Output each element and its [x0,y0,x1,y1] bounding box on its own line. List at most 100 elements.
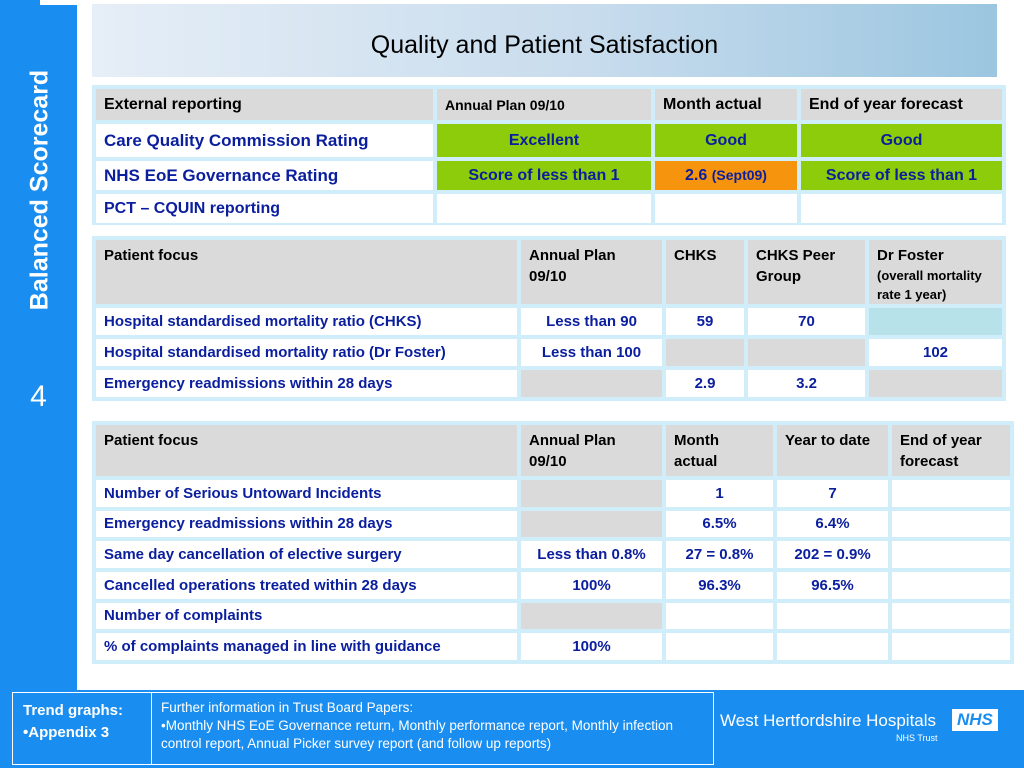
table-row: Number of Serious Untoward Incidents 1 7 [96,480,1010,507]
value-cell: 59 [666,308,744,335]
nhs-badge: NHS [952,709,998,731]
column-header: Patient focus [96,240,517,304]
row-label: Hospital standardised mortality ratio (D… [96,339,517,366]
trust-logo: West Hertfordshire Hospitals NHS NHS Tru… [718,707,1008,747]
value-cell: 100% [521,633,662,660]
column-header: Patient focus [96,425,517,476]
column-header: Year to date [777,425,888,476]
trust-subtitle: NHS Trust [896,733,938,743]
page-number: 4 [30,380,47,413]
further-info-title: Further information in Trust Board Paper… [161,700,414,715]
trend-graphs-title: Trend graphs: [23,702,124,719]
row-label: Hospital standardised mortality ratio (C… [96,308,517,335]
row-label: Same day cancellation of elective surger… [96,541,517,568]
table-row: Care Quality Commission Rating Excellent… [96,124,1002,157]
value-cell: 6.5% [666,510,773,538]
value-cell [748,339,865,366]
column-header: External reporting [96,89,433,120]
status-cell: Score of less than 1 [437,161,651,190]
table-row: Emergency readmissions within 28 days 6.… [96,510,1010,538]
value-cell: 100% [521,571,662,599]
table-header-row: Patient focus Annual Plan 09/10 CHKS CHK… [96,240,1002,304]
column-header: CHKS [666,240,744,304]
table-row: % of complaints managed in line with gui… [96,633,1010,660]
page-title: Quality and Patient Satisfaction [370,31,719,59]
row-label: Number of complaints [96,602,517,630]
status-cell: Score of less than 1 [801,161,1002,190]
value-cell [892,541,1010,568]
mortality-table: Patient focus Annual Plan 09/10 CHKS CHK… [92,236,1006,401]
value-cell [521,510,662,538]
value-cell: 6.4% [777,510,888,538]
value-cell [892,633,1010,660]
value-cell [666,602,773,630]
column-header: Month actual [655,89,797,120]
value-cell: 3.2 [748,370,865,397]
value-cell [892,602,1010,630]
status-cell: Excellent [437,124,651,157]
value-cell: Less than 0.8% [521,541,662,568]
trend-graphs-box: Trend graphs: •Appendix 3 [12,692,152,765]
footer: Trend graphs: •Appendix 3 Further inform… [0,690,1024,768]
value-cell: Less than 100 [521,339,662,366]
table-header-row: Patient focus Annual Plan 09/10 Month ac… [96,425,1010,476]
column-header: Annual Plan 09/10 [521,425,662,476]
title-banner: Quality and Patient Satisfaction [92,4,997,77]
table-row: Emergency readmissions within 28 days 2.… [96,370,1002,397]
value-cell: 96.5% [777,571,888,599]
external-reporting-table: External reporting Annual Plan 09/10 Mon… [92,85,1006,225]
column-header: Month actual [666,425,773,476]
value-cell: 102 [869,339,1002,366]
value-cell [666,339,744,366]
value-cell: 1 [666,480,773,507]
column-header-title: Dr Foster [877,247,944,264]
value-cell [869,308,1002,335]
column-header: CHKS Peer Group [748,240,865,304]
value-cell: Less than 90 [521,308,662,335]
row-label: Cancelled operations treated within 28 d… [96,571,517,599]
trust-name: West Hertfordshire Hospitals [720,711,937,730]
status-cell: Good [801,124,1002,157]
sidebar: Balanced Scorecard 4 [0,0,77,690]
row-label: Emergency readmissions within 28 days [96,370,517,397]
value-cell [869,370,1002,397]
table-header-row: External reporting Annual Plan 09/10 Mon… [96,89,1002,120]
value-cell: 27 = 0.8% [666,541,773,568]
value-cell [892,571,1010,599]
table-row: NHS EoE Governance Rating Score of less … [96,161,1002,190]
table-row: Cancelled operations treated within 28 d… [96,571,1010,599]
sidebar-notch [40,0,77,5]
column-header: Dr Foster (overall mortality rate 1 year) [869,240,1002,304]
value-cell: 7 [777,480,888,507]
row-label: PCT – CQUIN reporting [96,194,433,223]
value-cell: 2.9 [666,370,744,397]
value-cell [666,633,773,660]
row-label: NHS EoE Governance Rating [96,161,433,190]
value-cell [655,194,797,223]
column-header: End of year forecast [801,89,1002,120]
row-label: Number of Serious Untoward Incidents [96,480,517,507]
table-row: Hospital standardised mortality ratio (D… [96,339,1002,366]
further-info-box: Further information in Trust Board Paper… [151,692,714,765]
value-cell [521,602,662,630]
value-cell [521,370,662,397]
status-note: (Sept09) [711,166,767,183]
table-row: Number of complaints [96,602,1010,630]
status-cell: 2.6 (Sept09) [655,161,797,190]
value-cell: 70 [748,308,865,335]
table-row: Same day cancellation of elective surger… [96,541,1010,568]
value-cell [892,510,1010,538]
table-row: PCT – CQUIN reporting [96,194,1002,223]
value-cell [521,480,662,507]
status-cell: Good [655,124,797,157]
column-header: End of year forecast [892,425,1010,476]
value-cell [801,194,1002,223]
column-header: Annual Plan 09/10 [437,89,651,120]
row-label: Emergency readmissions within 28 days [96,510,517,538]
value-cell [777,633,888,660]
sidebar-title: Balanced Scorecard [25,69,54,311]
column-header: Annual Plan 09/10 [521,240,662,304]
value-cell [892,480,1010,507]
appendix-link[interactable]: •Appendix 3 [23,724,110,741]
row-label: Care Quality Commission Rating [96,124,433,157]
